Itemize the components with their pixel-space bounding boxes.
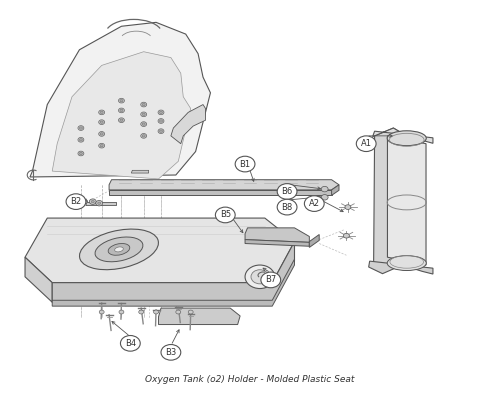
- Circle shape: [98, 202, 100, 204]
- Circle shape: [235, 156, 255, 172]
- Polygon shape: [86, 202, 117, 206]
- Ellipse shape: [108, 243, 130, 255]
- Circle shape: [251, 270, 269, 284]
- Circle shape: [96, 200, 102, 206]
- Polygon shape: [30, 22, 210, 177]
- Text: B6: B6: [282, 187, 292, 196]
- Circle shape: [118, 118, 124, 123]
- Circle shape: [245, 265, 274, 289]
- Polygon shape: [25, 218, 294, 283]
- Circle shape: [344, 233, 349, 238]
- Circle shape: [158, 129, 164, 133]
- Circle shape: [100, 133, 103, 135]
- Circle shape: [142, 123, 145, 125]
- Polygon shape: [52, 52, 190, 179]
- Circle shape: [120, 100, 123, 102]
- Circle shape: [188, 310, 193, 314]
- Circle shape: [118, 108, 124, 113]
- Ellipse shape: [95, 237, 143, 262]
- Polygon shape: [404, 134, 423, 268]
- Circle shape: [66, 194, 86, 210]
- Circle shape: [118, 98, 124, 103]
- Text: A1: A1: [360, 139, 372, 148]
- Polygon shape: [52, 259, 294, 306]
- Polygon shape: [52, 241, 294, 302]
- Text: B3: B3: [166, 348, 176, 357]
- Polygon shape: [25, 257, 52, 302]
- Circle shape: [98, 143, 104, 148]
- Circle shape: [99, 310, 104, 314]
- Circle shape: [161, 345, 181, 360]
- Polygon shape: [374, 128, 404, 270]
- Circle shape: [304, 196, 324, 212]
- Circle shape: [120, 335, 140, 351]
- Polygon shape: [310, 235, 319, 247]
- Text: B7: B7: [265, 276, 276, 284]
- Circle shape: [78, 151, 84, 156]
- Circle shape: [140, 122, 146, 127]
- Text: A2: A2: [309, 199, 320, 208]
- Polygon shape: [132, 170, 148, 173]
- Circle shape: [80, 139, 82, 141]
- Circle shape: [176, 310, 181, 314]
- Polygon shape: [171, 104, 205, 144]
- Circle shape: [139, 310, 143, 314]
- Circle shape: [140, 102, 146, 107]
- Text: B4: B4: [125, 339, 136, 348]
- Text: B1: B1: [240, 160, 250, 169]
- Circle shape: [321, 186, 328, 192]
- Circle shape: [356, 136, 376, 152]
- Polygon shape: [245, 240, 310, 246]
- Polygon shape: [109, 180, 339, 190]
- Circle shape: [98, 131, 104, 136]
- Circle shape: [142, 113, 145, 116]
- Circle shape: [142, 135, 145, 137]
- Polygon shape: [245, 228, 310, 242]
- Polygon shape: [368, 261, 433, 274]
- Circle shape: [277, 184, 297, 199]
- Circle shape: [90, 199, 96, 204]
- Circle shape: [120, 109, 123, 112]
- Polygon shape: [372, 128, 433, 143]
- Circle shape: [98, 110, 104, 115]
- Circle shape: [154, 310, 158, 314]
- Ellipse shape: [387, 256, 426, 270]
- Polygon shape: [332, 185, 339, 195]
- Circle shape: [277, 199, 297, 215]
- Circle shape: [92, 200, 94, 203]
- Circle shape: [100, 145, 103, 147]
- Circle shape: [78, 126, 84, 130]
- Circle shape: [119, 310, 124, 314]
- Circle shape: [80, 152, 82, 155]
- Ellipse shape: [80, 229, 158, 270]
- Circle shape: [100, 111, 103, 114]
- Circle shape: [98, 120, 104, 125]
- Text: B8: B8: [282, 202, 292, 212]
- Text: Oxygen Tank (o2) Holder - Molded Plastic Seat: Oxygen Tank (o2) Holder - Molded Plastic…: [146, 376, 354, 384]
- Circle shape: [160, 120, 162, 122]
- Circle shape: [158, 119, 164, 123]
- Text: B2: B2: [70, 197, 82, 206]
- Ellipse shape: [114, 247, 124, 252]
- Circle shape: [142, 103, 145, 106]
- Text: B5: B5: [220, 210, 231, 220]
- Circle shape: [158, 110, 164, 115]
- Circle shape: [216, 207, 235, 223]
- Polygon shape: [158, 308, 240, 324]
- Circle shape: [100, 121, 103, 123]
- Ellipse shape: [387, 131, 426, 146]
- Circle shape: [78, 137, 84, 142]
- Circle shape: [261, 272, 280, 288]
- Circle shape: [120, 119, 123, 121]
- Circle shape: [160, 130, 162, 132]
- Polygon shape: [109, 190, 332, 195]
- Circle shape: [345, 205, 351, 210]
- Circle shape: [140, 112, 146, 117]
- Circle shape: [140, 133, 146, 138]
- Polygon shape: [388, 136, 426, 265]
- Circle shape: [321, 195, 328, 200]
- Circle shape: [160, 111, 162, 114]
- Circle shape: [80, 127, 82, 129]
